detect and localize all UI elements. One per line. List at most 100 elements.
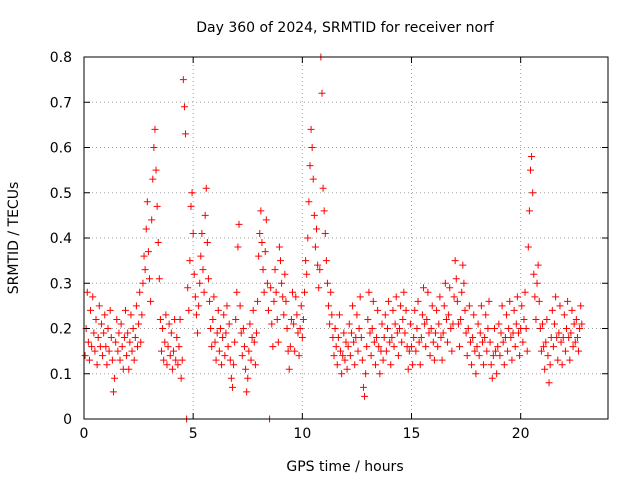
data-point: [480, 361, 488, 369]
data-point: [151, 125, 159, 133]
data-point: [105, 347, 113, 355]
data-point: [310, 211, 318, 219]
data-point: [149, 175, 157, 183]
x-tick-label: 20: [512, 426, 530, 442]
data-point: [353, 311, 361, 319]
data-point: [544, 352, 552, 360]
data-point: [142, 225, 150, 233]
data-point: [307, 125, 315, 133]
chart-title: Day 360 of 2024, SRMTID for receiver nor…: [196, 20, 495, 36]
data-point: [252, 329, 260, 337]
data-point: [178, 356, 186, 364]
data-point: [313, 225, 321, 233]
data-point: [211, 338, 219, 346]
data-point: [381, 311, 389, 319]
data-point: [132, 302, 140, 310]
data-point: [530, 270, 538, 278]
data-point: [182, 130, 190, 138]
data-point: [154, 239, 162, 247]
data-point: [471, 347, 479, 355]
data-point: [139, 279, 147, 287]
data-point: [441, 279, 449, 287]
data-point: [366, 329, 374, 337]
data-point: [247, 356, 255, 364]
data-point: [524, 243, 532, 251]
data-point: [548, 306, 556, 314]
data-point: [286, 343, 294, 351]
data-point: [369, 297, 377, 305]
data-point: [179, 76, 187, 84]
data-point: [537, 347, 545, 355]
data-point: [376, 370, 384, 378]
data-point: [409, 361, 417, 369]
data-point: [187, 202, 195, 210]
data-point: [116, 356, 124, 364]
data-point: [147, 297, 155, 305]
data-point: [90, 329, 98, 337]
data-point: [549, 343, 557, 351]
data-point: [420, 284, 428, 292]
data-point: [144, 248, 152, 256]
data-point: [124, 329, 132, 337]
data-point: [570, 320, 578, 328]
data-point: [281, 270, 289, 278]
data-points: [81, 53, 586, 423]
data-point: [494, 343, 502, 351]
data-point: [285, 365, 293, 373]
data-point: [298, 334, 306, 342]
data-point: [111, 374, 119, 382]
data-point: [264, 306, 272, 314]
data-point: [440, 302, 448, 310]
data-point: [356, 293, 364, 301]
data-point: [402, 306, 410, 314]
data-point: [496, 352, 504, 360]
data-point: [97, 320, 105, 328]
data-point: [185, 306, 193, 314]
data-point: [319, 184, 327, 192]
data-point: [397, 302, 405, 310]
data-point: [221, 352, 229, 360]
data-point: [561, 347, 569, 355]
data-point: [107, 334, 115, 342]
data-point: [314, 261, 322, 269]
data-point: [417, 334, 425, 342]
data-point: [355, 325, 363, 332]
data-point: [484, 325, 492, 332]
data-point: [197, 252, 205, 260]
data-point: [563, 325, 571, 332]
data-point: [327, 288, 335, 296]
data-point: [230, 361, 238, 369]
data-point: [156, 315, 164, 323]
data-point: [344, 343, 352, 351]
data-point: [526, 166, 534, 174]
data-point: [274, 338, 282, 346]
data-point: [228, 383, 236, 391]
data-point: [500, 361, 508, 369]
data-point: [394, 352, 402, 360]
data-point: [267, 284, 275, 292]
data-point: [99, 352, 107, 360]
data-point: [198, 229, 206, 237]
data-point: [437, 334, 445, 342]
data-point: [269, 343, 277, 351]
data-point: [109, 388, 117, 396]
data-point: [115, 329, 123, 337]
data-point: [342, 338, 350, 346]
data-point: [186, 257, 194, 265]
data-point: [576, 325, 584, 332]
data-point: [271, 266, 279, 274]
data-point: [568, 306, 576, 314]
data-point: [460, 279, 468, 287]
data-point: [219, 334, 227, 342]
x-tick-label: 10: [293, 426, 311, 442]
y-axis-ticks: 0 0.1 0.2 0.3 0.4 0.5 0.6 0.7 0.8: [50, 50, 608, 428]
data-point: [270, 297, 278, 305]
data-point: [177, 374, 185, 382]
data-point: [190, 270, 198, 278]
data-point: [421, 320, 429, 328]
data-point: [81, 352, 89, 360]
data-point: [458, 288, 466, 296]
data-point: [578, 320, 586, 328]
data-point: [391, 320, 399, 328]
data-point: [354, 347, 362, 355]
